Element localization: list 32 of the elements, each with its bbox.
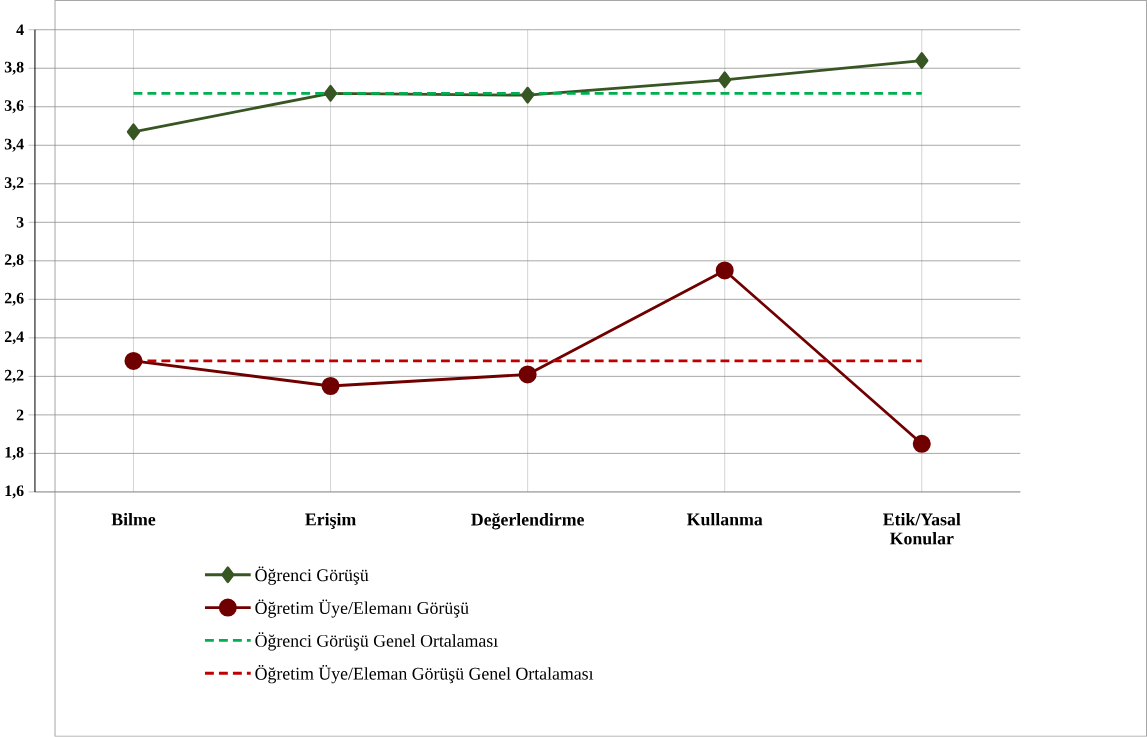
- y-tick-label: 3,4: [4, 138, 24, 152]
- y-tick-label: 3,8: [4, 61, 24, 75]
- point: [321, 377, 340, 396]
- x-tick-label: Etik/Yasal Konular: [883, 513, 961, 545]
- y-tick-label: 4: [16, 24, 24, 36]
- x-tick-label: Değerlendirme: [471, 513, 584, 530]
- y-tick-label: 3: [16, 217, 24, 228]
- legend-label: Öğretim Üye/Eleman Görüşü Genel Ortalaması: [255, 665, 594, 684]
- y-tick-label: 3,6: [4, 100, 24, 114]
- y-tick-label: 1,8: [5, 447, 24, 461]
- point: [323, 85, 338, 102]
- y-tick-label: 3,2: [4, 177, 24, 191]
- y-tick-label: 2,2: [4, 370, 24, 383]
- point: [912, 434, 931, 453]
- x-tick-label: Erişim: [305, 513, 356, 530]
- y-tick-label: 2: [16, 409, 24, 421]
- y-tick-label: 2,4: [4, 331, 24, 345]
- point: [915, 52, 929, 70]
- legend-label: Öğrenci Görüşü: [255, 566, 369, 585]
- y-tick-label: 2,6: [4, 292, 24, 306]
- x-tick-label: Kullanma: [686, 513, 763, 526]
- point: [520, 86, 535, 104]
- point: [124, 352, 143, 371]
- point: [518, 365, 537, 384]
- legend-label: Öğretim Üye/Elemanı Görüşü: [255, 599, 469, 618]
- x-tick-label: Bilme: [111, 513, 156, 526]
- point: [126, 123, 141, 141]
- point: [718, 71, 732, 89]
- point: [715, 261, 734, 280]
- y-tick-label: 2,8: [4, 254, 24, 268]
- legend-label: Öğrenci Görüşü Genel Ortalaması: [255, 632, 498, 651]
- y-tick-label: 1,6: [5, 485, 24, 499]
